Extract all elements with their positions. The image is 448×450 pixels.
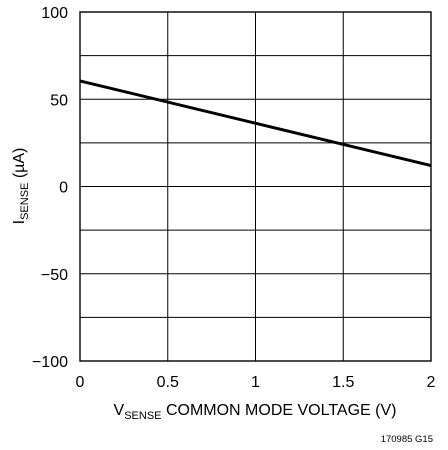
y-tick-label: 0 <box>59 180 68 197</box>
x-tick-labels: 0 0.5 1 1.5 2 <box>76 374 436 391</box>
y-tick-label: −50 <box>41 267 68 284</box>
y-axis-label: ISENSE (µA) <box>11 148 31 225</box>
x-tick-label: 1 <box>251 374 260 391</box>
x-tick-label: 0.5 <box>157 374 179 391</box>
y-tick-labels: −100 −50 0 50 100 <box>32 5 68 371</box>
series-line <box>79 79 432 168</box>
y-axis-label-suffix: (µA) <box>11 148 28 183</box>
x-axis-label-suffix: COMMON MODE VOLTAGE (V) <box>162 402 397 419</box>
y-tick-label: −100 <box>32 354 68 371</box>
y-tick-label: 100 <box>41 5 68 22</box>
x-tick-label: 1.5 <box>332 374 354 391</box>
y-axis-label-subscript: SENSE <box>19 183 31 220</box>
x-axis-label-subscript: SENSE <box>124 410 161 422</box>
y-tick-label: 50 <box>50 92 68 109</box>
x-tick-label: 2 <box>427 374 436 391</box>
plot-frame <box>79 11 432 362</box>
x-axis-label-prefix: V <box>114 402 125 419</box>
x-tick-label: 0 <box>76 374 85 391</box>
y-axis-label-prefix: I <box>11 220 28 224</box>
x-axis-label: VSENSE COMMON MODE VOLTAGE (V) <box>114 402 397 422</box>
figure-id: 170985 G15 <box>381 434 433 445</box>
data-series <box>79 79 432 168</box>
grid-lines <box>79 11 432 362</box>
